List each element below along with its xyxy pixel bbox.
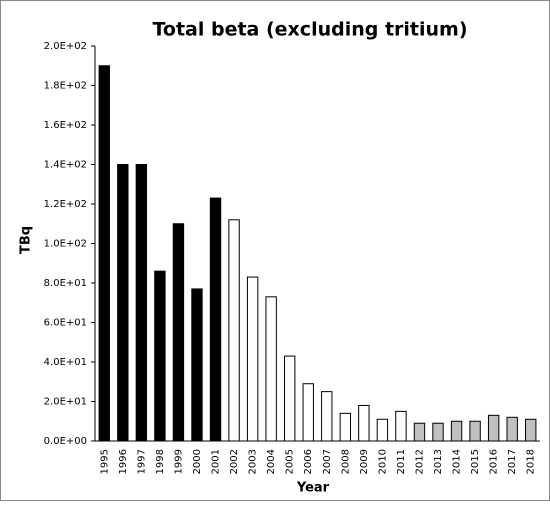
x-tick-label: 2006 [303, 449, 314, 474]
y-tick-label: 2.0E+02 [44, 41, 87, 52]
y-tick-label: 1.0E+02 [44, 239, 87, 250]
bar [209, 197, 222, 442]
x-tick-label: 2004 [266, 449, 277, 474]
x-tick-label: 2010 [377, 449, 388, 474]
bar [450, 420, 463, 442]
x-tick-label: 2011 [396, 449, 407, 474]
x-tick-label: 2018 [526, 449, 537, 474]
bar [395, 410, 407, 442]
y-tick-label: 0.0E+00 [44, 436, 87, 447]
bar [358, 404, 370, 442]
bar [321, 391, 333, 442]
y-tick-label: 8.0E+01 [44, 278, 87, 289]
x-tick-label: 2007 [322, 449, 333, 474]
x-tick-label: 2017 [507, 449, 518, 474]
bar [265, 296, 277, 442]
bar [413, 422, 426, 442]
y-tick-label: 6.0E+01 [44, 318, 87, 329]
bar [506, 416, 518, 442]
bar [228, 219, 240, 442]
y-tick-label: 1.8E+02 [44, 81, 87, 92]
x-tick-label: 2012 [414, 449, 425, 474]
x-tick-label: 2013 [433, 449, 444, 474]
y-tick-label: 1.2E+02 [44, 199, 87, 210]
x-tick-label: 1997 [136, 449, 147, 474]
x-tick-label: 1996 [118, 449, 129, 474]
bar [172, 223, 185, 442]
bar [117, 164, 129, 442]
y-tick-label: 1.6E+02 [44, 120, 87, 131]
x-tick-label: 2015 [470, 449, 481, 474]
x-tick-label: 1999 [173, 449, 184, 474]
x-tick-label: 2005 [285, 449, 296, 474]
y-tick-label: 4.0E+01 [44, 357, 87, 368]
x-tick-label: 2008 [340, 449, 351, 474]
x-tick-label: 2003 [248, 449, 259, 474]
bar [469, 420, 481, 442]
bar [525, 418, 537, 442]
bar [191, 288, 203, 442]
bar [154, 270, 166, 442]
y-tick-label: 2.0E+01 [44, 397, 87, 408]
bar [302, 383, 314, 442]
bar [98, 65, 110, 442]
x-tick-label: 2000 [192, 449, 203, 474]
chart-title: Total beta (excluding tritium) [152, 19, 467, 41]
x-tick-label: 1998 [155, 449, 166, 474]
x-tick-label: 2009 [359, 449, 370, 474]
bar [339, 412, 352, 442]
x-tick-label: 2016 [489, 449, 500, 474]
y-tick-label: 1.4E+02 [44, 160, 87, 171]
x-tick-label: 2002 [229, 449, 240, 474]
bar [246, 276, 259, 442]
x-tick-label: 2014 [452, 449, 463, 474]
bar [283, 355, 296, 442]
bar [376, 418, 389, 442]
y-axis-title: TBq [19, 226, 34, 254]
x-tick-label: 1995 [99, 449, 110, 474]
bar [135, 164, 148, 442]
bar [487, 414, 500, 442]
bar [432, 422, 444, 442]
x-tick-label: 2001 [211, 449, 222, 474]
x-axis-title: Year [296, 481, 330, 496]
